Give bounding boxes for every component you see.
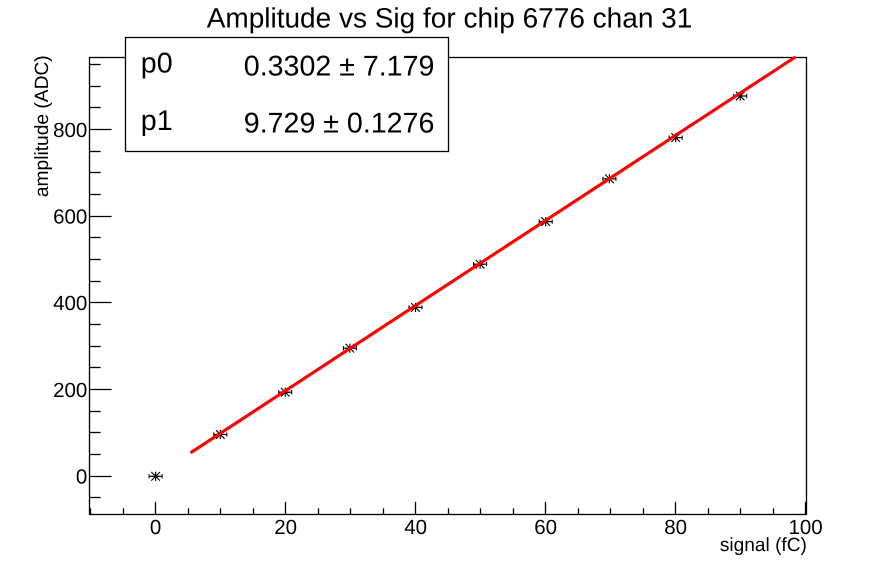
svg-text:0: 0 <box>150 516 161 539</box>
svg-text:signal (fC): signal (fC) <box>720 535 807 556</box>
svg-text:amplitude (ADC): amplitude (ADC) <box>32 55 53 197</box>
svg-text:60: 60 <box>534 516 557 539</box>
svg-text:200: 200 <box>53 379 87 402</box>
svg-text:400: 400 <box>53 292 87 315</box>
svg-text:20: 20 <box>274 516 297 539</box>
svg-text:100: 100 <box>788 516 822 539</box>
svg-text:600: 600 <box>53 206 87 229</box>
svg-text:0.3302 ± 7.179: 0.3302 ± 7.179 <box>244 50 435 82</box>
svg-text:p1: p1 <box>141 105 173 137</box>
svg-text:p0: p0 <box>141 48 173 80</box>
svg-text:800: 800 <box>53 119 87 142</box>
svg-text:9.729 ± 0.1276: 9.729 ± 0.1276 <box>244 107 435 139</box>
svg-text:Amplitude vs Sig for chip 6776: Amplitude vs Sig for chip 6776 chan 31 <box>207 3 693 34</box>
svg-text:0: 0 <box>76 466 87 489</box>
svg-text:40: 40 <box>404 516 427 539</box>
svg-text:80: 80 <box>664 516 687 539</box>
